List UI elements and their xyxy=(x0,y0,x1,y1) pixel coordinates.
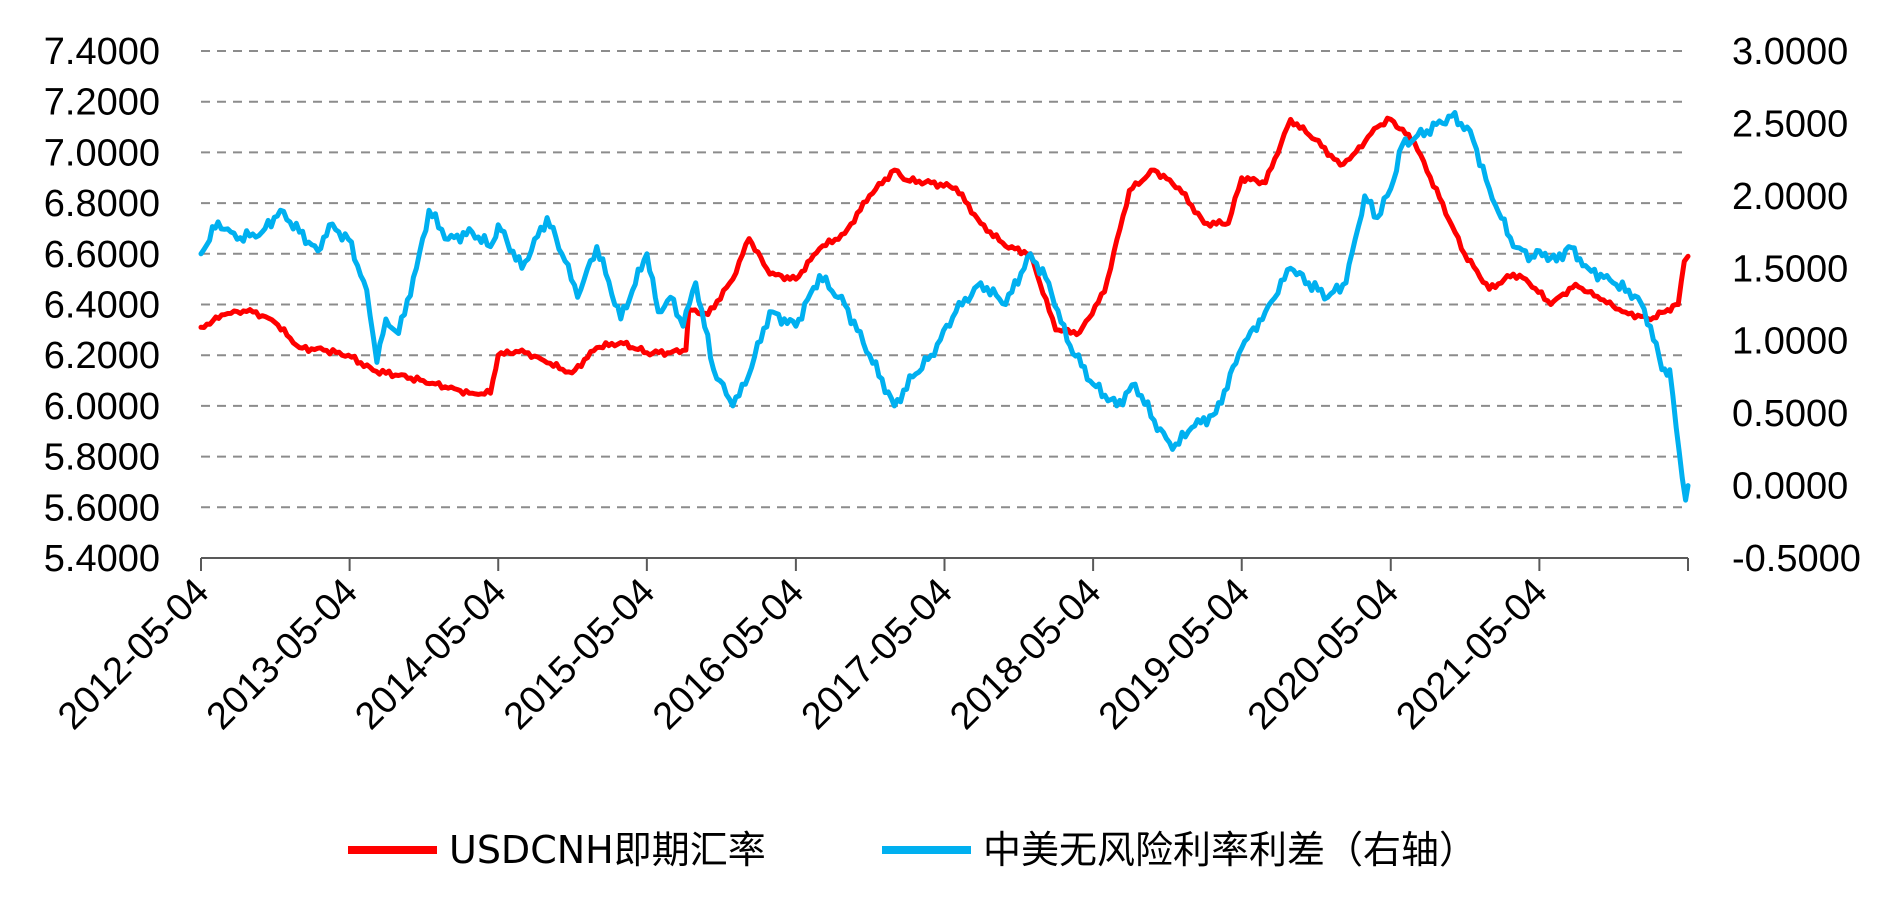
left-y-tick-label: 6.8000 xyxy=(44,183,160,225)
right-y-tick-label: 1.0000 xyxy=(1732,321,1848,363)
x-tick-label: 2012-05-04 xyxy=(50,571,217,738)
legend: USDCNH即期汇率 中美无风险利率利差（右轴） xyxy=(348,828,1477,872)
x-tick-label: 2019-05-04 xyxy=(1091,571,1258,738)
right-y-tick-label: 2.5000 xyxy=(1732,103,1848,145)
series-line-usdcnh xyxy=(198,115,1691,397)
right-y-tick-label: 0.5000 xyxy=(1732,393,1848,435)
left-y-tick-label: 6.2000 xyxy=(44,335,160,377)
x-tick-label: 2016-05-04 xyxy=(645,571,812,738)
x-tick-label: 2013-05-04 xyxy=(199,571,366,738)
series-line-rate-spread xyxy=(198,110,1691,503)
left-y-tick-label: 7.0000 xyxy=(44,132,160,174)
legend-label-usdcnh: USDCNH即期汇率 xyxy=(449,828,766,872)
x-tick-label: 2017-05-04 xyxy=(794,571,961,738)
grid-lines xyxy=(201,50,1688,509)
x-tick-label: 2014-05-04 xyxy=(347,571,514,738)
left-y-tick-label: 6.4000 xyxy=(44,285,160,327)
left-y-tick-label: 5.8000 xyxy=(44,437,160,479)
x-tick-label: 2020-05-04 xyxy=(1240,571,1407,738)
legend-label-spread: 中美无风险利率利差（右轴） xyxy=(983,828,1477,872)
x-axis xyxy=(200,557,1689,571)
series-lines xyxy=(198,110,1691,503)
left-y-tick-label: 5.4000 xyxy=(44,538,160,580)
x-tick-label: 2018-05-04 xyxy=(942,571,1109,738)
right-y-tick-label: 1.5000 xyxy=(1732,248,1848,290)
right-y-tick-label: 3.0000 xyxy=(1732,31,1848,73)
right-y-tick-label: -0.5000 xyxy=(1732,538,1861,580)
left-y-axis: 5.4000 5.6000 5.8000 6.0000 6.2000 6.4000 6.60… xyxy=(44,31,160,580)
left-y-tick-label: 7.4000 xyxy=(44,31,160,73)
left-y-tick-label: 6.6000 xyxy=(44,234,160,276)
right-y-tick-label: 2.0000 xyxy=(1732,176,1848,218)
x-tick-label: 2021-05-04 xyxy=(1389,571,1556,738)
left-y-tick-label: 5.6000 xyxy=(44,487,160,529)
right-y-tick-label: 0.0000 xyxy=(1732,466,1848,508)
x-axis-tick-labels: 2012-05-042013-05-042014-05-042015-05-04… xyxy=(50,571,1556,738)
left-y-tick-label: 6.0000 xyxy=(44,386,160,428)
x-tick-label: 2015-05-04 xyxy=(496,571,663,738)
right-y-axis: -0.5000 0.0000 0.5000 1.0000 1.5000 2.0000 2.5… xyxy=(1732,31,1861,580)
left-y-tick-label: 7.2000 xyxy=(44,82,160,124)
